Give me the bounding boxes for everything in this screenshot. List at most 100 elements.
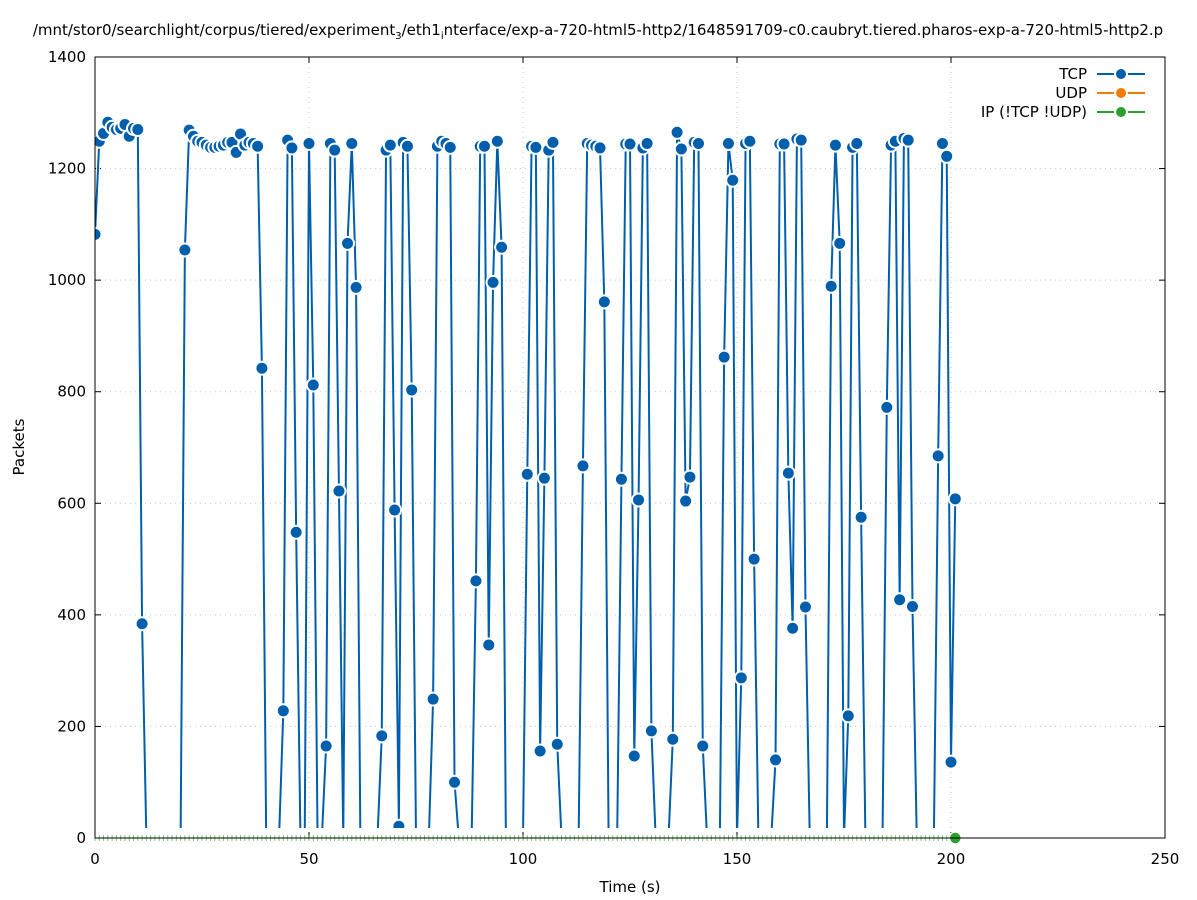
tcp-point bbox=[643, 723, 659, 739]
tcp-point bbox=[939, 148, 955, 164]
tcp-point bbox=[678, 493, 694, 509]
tcp-point bbox=[348, 279, 364, 295]
axis-ticks: 0 50 100 150 200 250 0 200 400 600 800 1000 1200 1400 bbox=[48, 48, 1180, 868]
tcp-point bbox=[947, 491, 963, 507]
tcp-point bbox=[682, 469, 698, 485]
tcp-point bbox=[840, 708, 856, 724]
series-tcp bbox=[95, 114, 963, 828]
tcp-point bbox=[613, 471, 629, 487]
tcp-point bbox=[665, 731, 681, 747]
tcp-point bbox=[288, 524, 304, 540]
legend-marker bbox=[1114, 86, 1128, 100]
tcp-point bbox=[596, 294, 612, 310]
legend-label: UDP bbox=[1055, 84, 1087, 102]
tcp-point bbox=[776, 136, 792, 152]
tcp-point bbox=[331, 483, 347, 499]
tcp-point bbox=[536, 470, 552, 486]
tcp-point bbox=[720, 135, 736, 151]
legend-marker bbox=[1114, 67, 1128, 81]
tcp-point bbox=[832, 235, 848, 251]
tcp-point bbox=[485, 274, 501, 290]
tcp-point bbox=[327, 142, 343, 158]
tcp-point bbox=[626, 748, 642, 764]
tcp-point bbox=[631, 492, 647, 508]
tcp-point bbox=[318, 738, 334, 754]
x-tick-label: 150 bbox=[723, 850, 752, 868]
tcp-point bbox=[793, 132, 809, 148]
y-tick-label: 800 bbox=[57, 383, 86, 401]
tcp-point bbox=[374, 728, 390, 744]
tcp-point bbox=[853, 509, 869, 525]
tcp-point bbox=[725, 172, 741, 188]
tcp-point bbox=[545, 134, 561, 150]
y-tick-label: 600 bbox=[57, 494, 86, 512]
y-tick-label: 200 bbox=[57, 717, 86, 735]
tcp-point bbox=[639, 135, 655, 151]
tcp-point bbox=[481, 637, 497, 653]
tcp-point bbox=[785, 620, 801, 636]
tcp-point bbox=[399, 138, 415, 154]
chart-title: /mnt/stor0/searchlight/corpus/tiered/exp… bbox=[33, 21, 1163, 42]
tcp-point bbox=[489, 133, 505, 149]
tcp-point bbox=[305, 377, 321, 393]
tcp-point bbox=[494, 239, 510, 255]
tcp-point bbox=[442, 139, 458, 155]
tcp-point bbox=[130, 122, 146, 138]
tcp-point bbox=[622, 136, 638, 152]
tcp-point bbox=[742, 133, 758, 149]
legend-entry-tcp: TCP bbox=[1058, 65, 1145, 83]
tcp-point bbox=[340, 235, 356, 251]
tcp-point bbox=[519, 466, 535, 482]
tcp-point bbox=[468, 573, 484, 589]
y-tick-label: 1000 bbox=[48, 271, 86, 289]
tcp-point bbox=[827, 137, 843, 153]
tcp-point bbox=[549, 736, 565, 752]
tcp-point bbox=[592, 140, 608, 156]
y-tick-label: 1200 bbox=[48, 160, 86, 178]
tcp-point bbox=[134, 616, 150, 632]
tcp-point bbox=[930, 448, 946, 464]
tcp-point bbox=[904, 598, 920, 614]
legend-entry-ip: IP (!TCP !UDP) bbox=[981, 103, 1145, 121]
plot-border bbox=[94, 56, 1166, 839]
tcp-point bbox=[275, 703, 291, 719]
x-tick-label: 50 bbox=[299, 850, 318, 868]
y-tick-label: 400 bbox=[57, 606, 86, 624]
tcp-point bbox=[95, 226, 103, 242]
tcp-point bbox=[849, 135, 865, 151]
tcp-point bbox=[532, 743, 548, 759]
x-axis-label: Time (s) bbox=[599, 878, 661, 896]
tcp-point bbox=[797, 599, 813, 615]
tcp-point bbox=[301, 135, 317, 151]
tcp-point bbox=[780, 465, 796, 481]
tcp-point bbox=[823, 278, 839, 294]
tcp-point bbox=[934, 135, 950, 151]
legend-entry-udp: UDP bbox=[1055, 84, 1145, 102]
tcp-point bbox=[673, 141, 689, 157]
tcp-point bbox=[716, 349, 732, 365]
tcp-point bbox=[575, 458, 591, 474]
tcp-point bbox=[391, 818, 407, 828]
tcp-point bbox=[768, 752, 784, 768]
tcp-point bbox=[447, 774, 463, 790]
y-tick-label: 0 bbox=[76, 829, 86, 847]
tcp-point bbox=[733, 670, 749, 686]
tcp-point bbox=[254, 360, 270, 376]
legend-label: TCP bbox=[1058, 65, 1087, 83]
tcp-point bbox=[250, 138, 266, 154]
series-layer bbox=[94, 114, 963, 845]
tcp-point bbox=[746, 551, 762, 567]
x-tick-label: 100 bbox=[509, 850, 538, 868]
legend-marker bbox=[1114, 105, 1128, 119]
tcp-point bbox=[528, 139, 544, 155]
y-tick-label: 1400 bbox=[48, 48, 86, 66]
tcp-point bbox=[690, 135, 706, 151]
tcp-point bbox=[879, 399, 895, 415]
tcp-point bbox=[892, 592, 908, 608]
legend-label: IP (!TCP !UDP) bbox=[981, 103, 1087, 121]
tcp-point bbox=[900, 132, 916, 148]
x-tick-label: 0 bbox=[90, 850, 100, 868]
tcp-point bbox=[476, 138, 492, 154]
tcp-point bbox=[387, 502, 403, 518]
